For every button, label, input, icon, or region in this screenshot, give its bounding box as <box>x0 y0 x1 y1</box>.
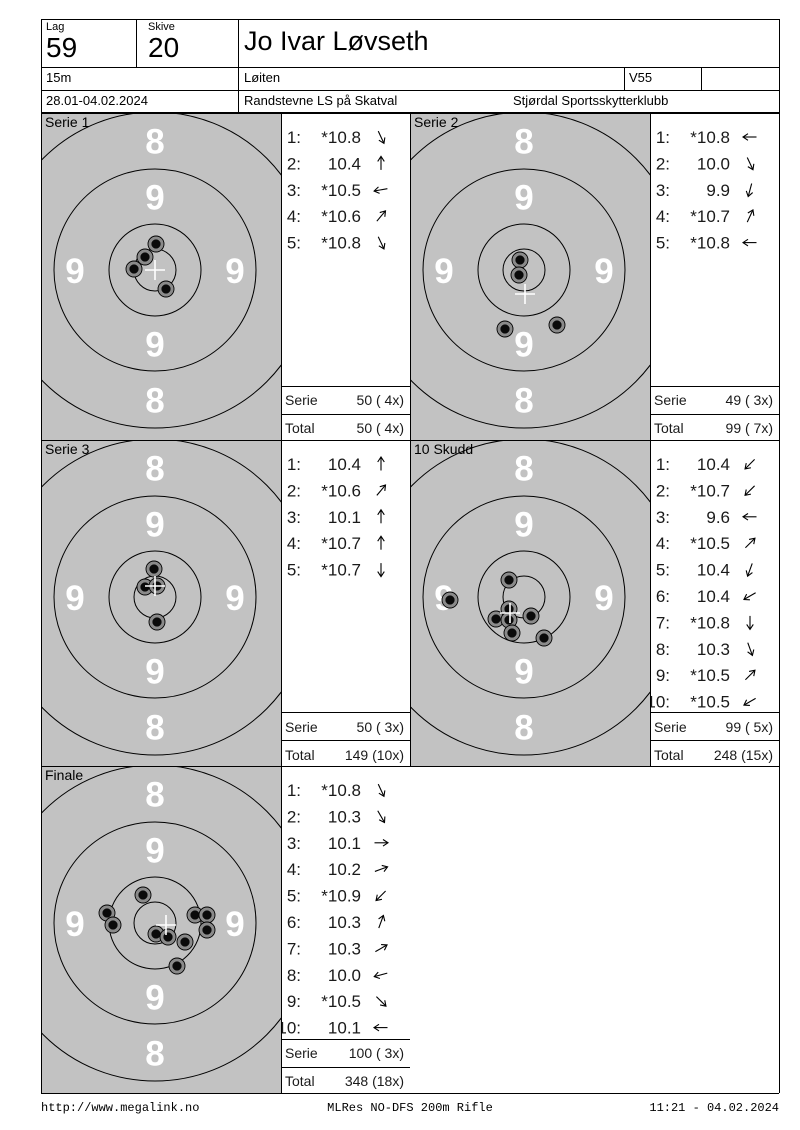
svg-text:9: 9 <box>514 178 533 217</box>
svg-text:10:: 10: <box>281 1019 301 1038</box>
svg-text:*10.5: *10.5 <box>690 534 730 553</box>
svg-text:10.3: 10.3 <box>328 939 361 958</box>
svg-text:10.4: 10.4 <box>697 455 730 474</box>
svg-text:8: 8 <box>145 1034 164 1073</box>
svg-text:*10.8: *10.8 <box>690 128 730 147</box>
svg-text:9: 9 <box>514 652 533 691</box>
svg-text:9: 9 <box>225 578 244 617</box>
svg-text:7:: 7: <box>287 939 301 958</box>
svg-text:4:: 4: <box>656 207 670 226</box>
svg-text:1:: 1: <box>287 128 301 147</box>
svg-text:8: 8 <box>514 381 533 420</box>
svg-text:10.4: 10.4 <box>697 587 730 606</box>
svg-text:10.0: 10.0 <box>328 966 361 985</box>
svg-text:9: 9 <box>145 505 164 544</box>
svg-text:8: 8 <box>145 449 164 488</box>
svg-text:10.4: 10.4 <box>697 560 730 579</box>
svg-text:8: 8 <box>514 122 533 161</box>
svg-text:2:: 2: <box>287 807 301 826</box>
svg-text:9: 9 <box>594 252 613 291</box>
svg-text:9:: 9: <box>287 992 301 1011</box>
svg-text:10.0: 10.0 <box>697 154 730 173</box>
svg-text:10.1: 10.1 <box>328 507 361 526</box>
svg-text:9: 9 <box>514 325 533 364</box>
svg-text:10.3: 10.3 <box>697 639 730 658</box>
svg-text:7:: 7: <box>656 613 670 632</box>
svg-text:10.4: 10.4 <box>328 455 361 474</box>
svg-text:4:: 4: <box>287 207 301 226</box>
svg-text:5:: 5: <box>656 234 670 253</box>
svg-text:9: 9 <box>65 578 84 617</box>
svg-text:*10.8: *10.8 <box>321 234 361 253</box>
svg-text:*10.5: *10.5 <box>321 992 361 1011</box>
svg-text:3:: 3: <box>287 181 301 200</box>
svg-text:6:: 6: <box>656 587 670 606</box>
svg-text:9: 9 <box>434 252 453 291</box>
svg-text:10.2: 10.2 <box>328 860 361 879</box>
svg-text:*10.5: *10.5 <box>321 181 361 200</box>
svg-text:10.4: 10.4 <box>328 154 361 173</box>
svg-text:10.3: 10.3 <box>328 913 361 932</box>
svg-text:*10.5: *10.5 <box>690 666 730 685</box>
svg-text:9:: 9: <box>656 666 670 685</box>
svg-text:8: 8 <box>514 708 533 747</box>
svg-text:*10.9: *10.9 <box>321 887 361 906</box>
svg-text:10.1: 10.1 <box>328 834 361 853</box>
svg-text:8:: 8: <box>287 966 301 985</box>
svg-text:9: 9 <box>145 178 164 217</box>
svg-text:*10.7: *10.7 <box>690 207 730 226</box>
svg-text:6:: 6: <box>287 913 301 932</box>
svg-text:5:: 5: <box>656 560 670 579</box>
svg-text:5:: 5: <box>287 887 301 906</box>
svg-text:1:: 1: <box>656 128 670 147</box>
svg-text:8:: 8: <box>656 639 670 658</box>
svg-text:3:: 3: <box>287 507 301 526</box>
svg-text:*10.6: *10.6 <box>321 207 361 226</box>
svg-text:3:: 3: <box>287 834 301 853</box>
svg-text:4:: 4: <box>287 860 301 879</box>
svg-text:9: 9 <box>514 505 533 544</box>
svg-text:10.1: 10.1 <box>328 1019 361 1038</box>
svg-text:4:: 4: <box>656 534 670 553</box>
svg-text:9: 9 <box>225 905 244 944</box>
svg-text:5:: 5: <box>287 560 301 579</box>
svg-text:1:: 1: <box>287 781 301 800</box>
svg-text:8: 8 <box>145 775 164 814</box>
svg-text:3:: 3: <box>656 507 670 526</box>
svg-text:9: 9 <box>145 831 164 870</box>
svg-text:2:: 2: <box>656 154 670 173</box>
svg-text:9: 9 <box>594 578 613 617</box>
svg-text:8: 8 <box>514 449 533 488</box>
svg-text:1:: 1: <box>656 455 670 474</box>
svg-text:*10.5: *10.5 <box>690 692 730 711</box>
svg-text:9: 9 <box>145 325 164 364</box>
svg-text:2:: 2: <box>287 481 301 500</box>
svg-text:9: 9 <box>145 978 164 1017</box>
svg-text:*10.8: *10.8 <box>690 234 730 253</box>
svg-text:*10.7: *10.7 <box>321 560 361 579</box>
svg-text:10:: 10: <box>650 692 670 711</box>
svg-text:8: 8 <box>145 708 164 747</box>
svg-text:9: 9 <box>145 652 164 691</box>
svg-text:8: 8 <box>145 381 164 420</box>
svg-text:*10.7: *10.7 <box>321 534 361 553</box>
svg-text:*10.8: *10.8 <box>321 128 361 147</box>
svg-text:10.3: 10.3 <box>328 807 361 826</box>
svg-text:2:: 2: <box>656 481 670 500</box>
svg-text:8: 8 <box>145 122 164 161</box>
svg-text:*10.6: *10.6 <box>321 481 361 500</box>
svg-text:4:: 4: <box>287 534 301 553</box>
svg-text:1:: 1: <box>287 455 301 474</box>
svg-text:5:: 5: <box>287 234 301 253</box>
svg-text:2:: 2: <box>287 154 301 173</box>
svg-text:*10.7: *10.7 <box>690 481 730 500</box>
svg-text:9: 9 <box>65 905 84 944</box>
svg-text:9.9: 9.9 <box>706 181 730 200</box>
svg-text:9: 9 <box>65 252 84 291</box>
svg-text:3:: 3: <box>656 181 670 200</box>
svg-text:*10.8: *10.8 <box>690 613 730 632</box>
svg-text:9: 9 <box>225 252 244 291</box>
svg-text:*10.8: *10.8 <box>321 781 361 800</box>
svg-text:9.6: 9.6 <box>706 507 730 526</box>
